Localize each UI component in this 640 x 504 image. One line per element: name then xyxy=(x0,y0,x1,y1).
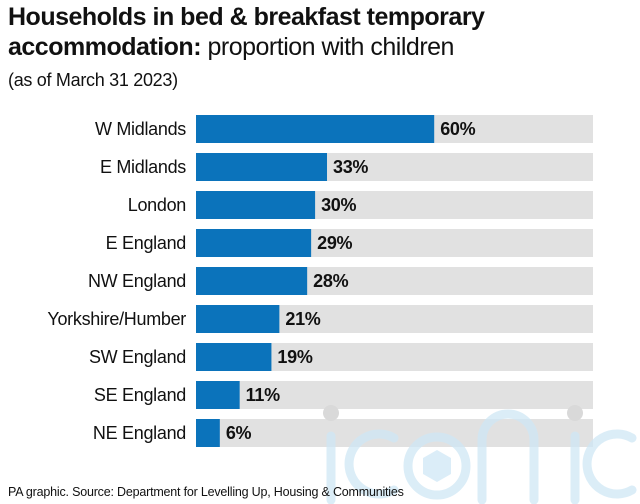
bar-nw-england xyxy=(196,267,308,295)
value-label: 11% xyxy=(246,385,280,405)
category-label: London xyxy=(128,195,186,215)
value-label: 28% xyxy=(313,271,348,291)
bar-w-midlands xyxy=(196,115,435,143)
category-label: NW England xyxy=(88,271,186,291)
value-label: 33% xyxy=(333,157,368,177)
title-light: proportion with children xyxy=(201,33,454,61)
bar-e-midlands xyxy=(196,153,328,181)
bar-se-england xyxy=(196,381,240,409)
bar-london xyxy=(196,191,316,219)
value-label: 60% xyxy=(440,119,475,139)
chart-subtitle: (as of March 31 2023) xyxy=(8,70,178,90)
category-label: E Midlands xyxy=(100,157,186,177)
value-label: 29% xyxy=(317,233,352,253)
category-label: E England xyxy=(106,233,186,253)
value-label: 19% xyxy=(277,347,312,367)
source-note: PA graphic. Source: Department for Level… xyxy=(8,485,404,499)
bar-e-england xyxy=(196,229,312,257)
bar-yorkshire-humber xyxy=(196,305,280,333)
chart-title: Households in bed & breakfast temporary … xyxy=(8,2,634,62)
title-bold: Households in bed & breakfast temporary … xyxy=(8,3,485,61)
category-label: SW England xyxy=(89,347,186,367)
category-label: SE England xyxy=(94,385,186,405)
category-label: Yorkshire/Humber xyxy=(47,309,186,329)
value-label: 6% xyxy=(226,423,252,443)
bar-track xyxy=(196,419,593,447)
category-label: NE England xyxy=(93,423,186,443)
value-label: 30% xyxy=(321,195,356,215)
value-label: 21% xyxy=(285,309,320,329)
bar-sw-england xyxy=(196,343,272,371)
bar-ne-england xyxy=(196,419,220,447)
bar-track xyxy=(196,381,593,409)
category-label: W Midlands xyxy=(95,119,186,139)
